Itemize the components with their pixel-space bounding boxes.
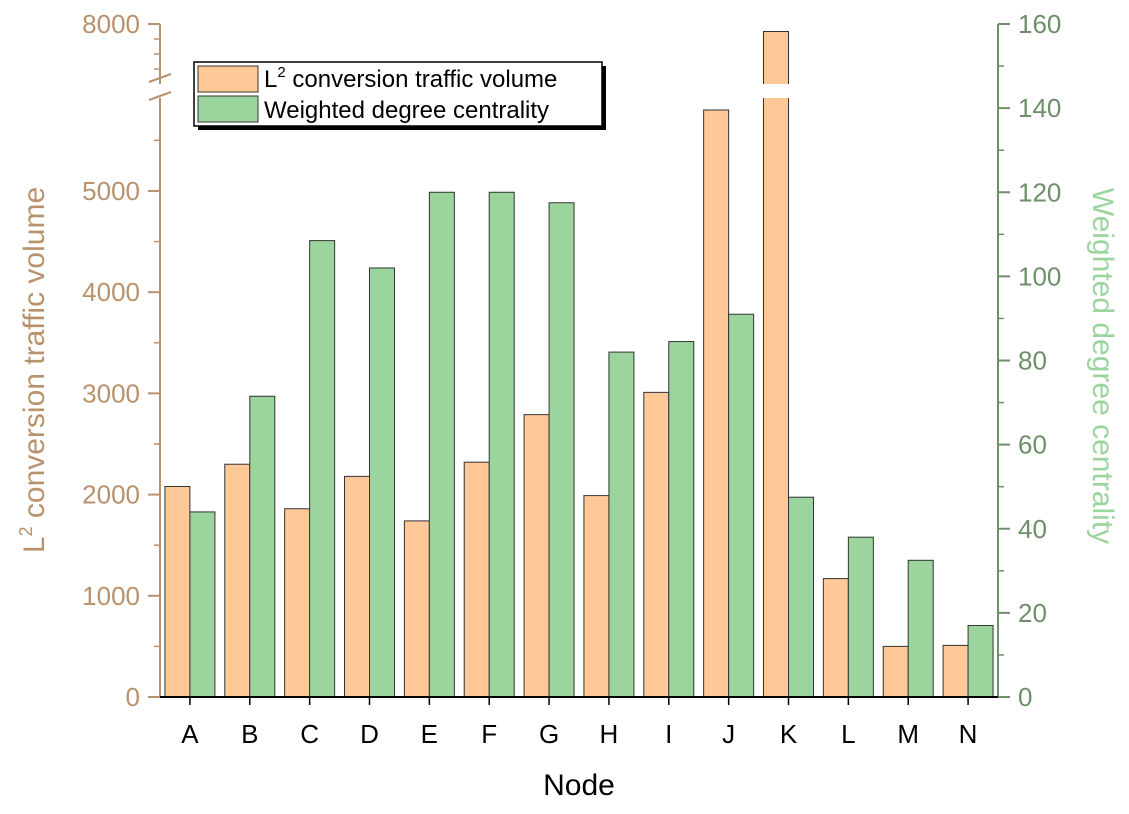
x-tick-label-L: L bbox=[841, 719, 855, 749]
bar-traffic-K bbox=[763, 31, 789, 698]
left-tick-label-3000: 3000 bbox=[82, 378, 140, 408]
x-tick-label-M: M bbox=[897, 719, 919, 749]
x-tick-label-K: K bbox=[780, 719, 798, 749]
legend-label-traffic-sup: 2 bbox=[277, 64, 285, 81]
left-tick-label-5000: 5000 bbox=[82, 176, 140, 206]
x-tick-label-J: J bbox=[722, 719, 735, 749]
legend-label-traffic-rest: conversion traffic volume bbox=[286, 66, 558, 93]
left-tick-label-4000: 4000 bbox=[82, 277, 140, 307]
legend-box bbox=[193, 61, 603, 127]
x-tick-label-C: C bbox=[300, 719, 319, 749]
left-axis-title-rest: conversion traffic volume bbox=[18, 187, 51, 527]
left-tick-label-0: 0 bbox=[126, 682, 140, 712]
left-tick-label-1000: 1000 bbox=[82, 581, 140, 611]
right-tick-label-80: 80 bbox=[1018, 346, 1047, 376]
bar-traffic-M bbox=[882, 645, 909, 698]
bar-centrality-N bbox=[967, 624, 994, 698]
bar-break-gap-K bbox=[760, 84, 792, 98]
bar-traffic-D bbox=[344, 475, 370, 698]
bar-traffic-L bbox=[822, 578, 849, 698]
left-axis-title: L2 conversion traffic volume bbox=[16, 187, 51, 553]
bar-traffic-E bbox=[403, 520, 430, 698]
x-tick-label-B: B bbox=[241, 719, 258, 749]
bar-centrality-I bbox=[668, 341, 695, 698]
right-tick-label-0: 0 bbox=[1018, 682, 1032, 712]
axis-break-mark-lower bbox=[148, 91, 172, 101]
bar-centrality-J bbox=[728, 313, 755, 698]
left-tick-label-2000: 2000 bbox=[82, 480, 140, 510]
bar-centrality-K bbox=[788, 496, 814, 698]
left-tick-label-8000: 8000 bbox=[82, 9, 140, 39]
bar-traffic-F bbox=[463, 461, 490, 698]
x-tick-label-D: D bbox=[360, 719, 379, 749]
legend: L2 conversion traffic volume Weighted deg… bbox=[193, 61, 606, 130]
right-tick-label-120: 120 bbox=[1018, 177, 1061, 207]
bar-centrality-C bbox=[309, 240, 336, 698]
right-axis-title: Weighted degree centrality bbox=[1086, 188, 1119, 544]
left-axis-title-prefix: L bbox=[18, 536, 51, 553]
bar-centrality-H bbox=[608, 351, 635, 698]
right-tick-label-20: 20 bbox=[1018, 598, 1047, 628]
bar-centrality-F bbox=[488, 191, 515, 698]
right-tick-label-160: 160 bbox=[1018, 9, 1061, 39]
bar-traffic-B bbox=[224, 463, 251, 698]
bar-centrality-A bbox=[189, 511, 216, 698]
bar-centrality-M bbox=[907, 559, 934, 698]
x-axis-title: Node bbox=[543, 769, 615, 802]
bar-centrality-B bbox=[249, 395, 276, 698]
x-tick-label-N: N bbox=[959, 719, 978, 749]
x-tick-label-H: H bbox=[600, 719, 619, 749]
legend-label-traffic-prefix: L bbox=[264, 66, 277, 93]
left-axis-title-sup: 2 bbox=[16, 526, 36, 536]
bar-traffic-I bbox=[643, 391, 670, 698]
bar-traffic-G bbox=[523, 414, 550, 698]
x-tick-label-F: F bbox=[481, 719, 497, 749]
legend-swatch-centrality bbox=[197, 95, 259, 123]
bar-centrality-G bbox=[548, 202, 575, 698]
right-tick-label-100: 100 bbox=[1018, 261, 1061, 291]
right-tick-label-40: 40 bbox=[1018, 514, 1047, 544]
bar-traffic-H bbox=[583, 495, 610, 698]
bars bbox=[164, 31, 994, 698]
legend-label-centrality: Weighted degree centrality bbox=[264, 97, 549, 124]
x-tick-label-A: A bbox=[181, 719, 199, 749]
bar-traffic-J bbox=[703, 109, 730, 698]
x-tick-label-E: E bbox=[421, 719, 438, 749]
axes: 0 1000 2000 3000 4000 5000 8000 0 20 40 60 80 100 120… bbox=[82, 9, 1061, 749]
x-tick-label-G: G bbox=[539, 719, 559, 749]
legend-label-traffic: L2 conversion traffic volume bbox=[264, 64, 557, 93]
bar-centrality-D bbox=[369, 267, 395, 698]
x-tick-label-I: I bbox=[665, 719, 672, 749]
axis-break-mark-upper bbox=[148, 73, 172, 83]
bar-centrality-E bbox=[428, 191, 455, 698]
right-tick-label-140: 140 bbox=[1018, 93, 1061, 123]
bar-centrality-L bbox=[847, 536, 874, 698]
bar-traffic-N bbox=[942, 644, 969, 698]
bar-traffic-C bbox=[284, 508, 311, 698]
bar-traffic-A bbox=[164, 485, 191, 698]
legend-swatch-traffic bbox=[197, 65, 259, 93]
right-tick-label-60: 60 bbox=[1018, 430, 1047, 460]
